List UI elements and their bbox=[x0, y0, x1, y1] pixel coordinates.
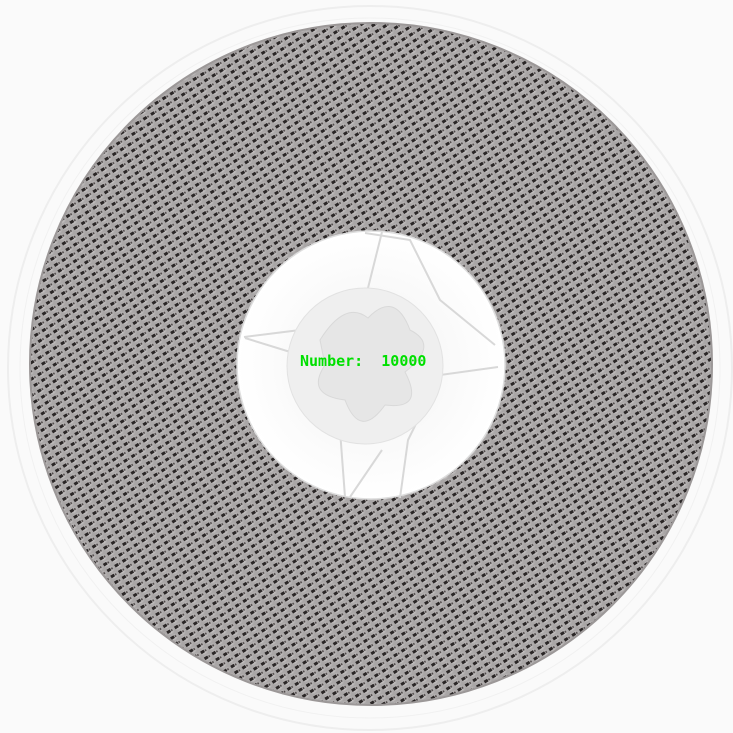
tape-edge bbox=[29, 22, 713, 706]
reel-flange-inner bbox=[19, 17, 721, 719]
reel-flange bbox=[7, 5, 733, 731]
hub-drive-slot bbox=[317, 306, 425, 422]
count-label: Number: 10000 bbox=[300, 352, 427, 370]
